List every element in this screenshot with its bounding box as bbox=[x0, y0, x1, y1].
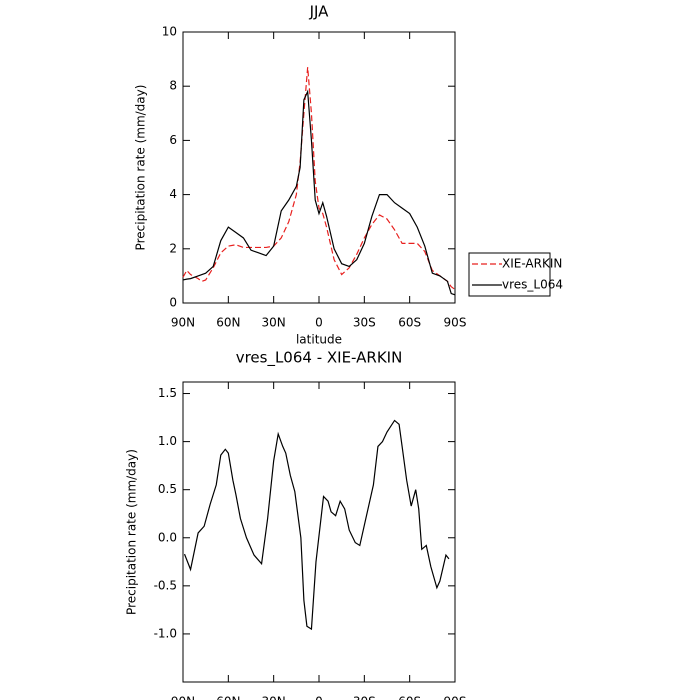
x-tick-label: 90N bbox=[171, 316, 195, 330]
x-tick-label: 30S bbox=[353, 316, 376, 330]
y-tick-label: -0.5 bbox=[154, 578, 177, 592]
y-tick-label: 8 bbox=[169, 79, 177, 93]
x-tick-label: 90N bbox=[171, 695, 195, 700]
x-tick-label: 30N bbox=[262, 316, 286, 330]
legend-label: vres_L064 bbox=[502, 278, 563, 292]
y-tick-label: 10 bbox=[162, 25, 177, 39]
y-tick-label: 1.0 bbox=[158, 434, 177, 448]
x-tick-label: 90S bbox=[444, 695, 467, 700]
x-tick-label: 60N bbox=[216, 316, 240, 330]
y-tick-label: 0 bbox=[169, 296, 177, 310]
x-tick-label: 30S bbox=[353, 695, 376, 700]
x-axis-label: latitude bbox=[296, 333, 342, 347]
plot-frame bbox=[182, 381, 456, 683]
chart-title: vres_L064 - XIE-ARKIN bbox=[236, 349, 403, 368]
y-axis-label: Precipitation rate (mm/day) bbox=[134, 85, 148, 251]
x-tick-label: 30N bbox=[262, 695, 286, 700]
x-tick-label: 90S bbox=[444, 316, 467, 330]
x-tick-label: 0 bbox=[315, 316, 323, 330]
y-tick-label: 0.0 bbox=[158, 530, 177, 544]
y-tick-label: 1.5 bbox=[158, 386, 177, 400]
x-tick-label: 0 bbox=[315, 695, 323, 700]
y-tick-label: -1.0 bbox=[154, 626, 177, 640]
x-tick-label: 60S bbox=[398, 316, 421, 330]
legend-label: XIE-ARKIN bbox=[502, 257, 562, 271]
y-axis-label: Precipitation rate (mm/day) bbox=[125, 449, 139, 615]
plot-frame bbox=[182, 31, 456, 304]
data-line bbox=[183, 419, 450, 631]
legend-box bbox=[468, 252, 551, 297]
y-tick-label: 0.5 bbox=[158, 482, 177, 496]
y-tick-label: 2 bbox=[169, 241, 177, 255]
y-tick-label: 4 bbox=[169, 187, 177, 201]
y-tick-label: 6 bbox=[169, 133, 177, 147]
chart-title: JJA bbox=[309, 3, 330, 21]
data-line bbox=[182, 89, 456, 296]
data-line bbox=[182, 67, 456, 290]
x-tick-label: 60N bbox=[216, 695, 240, 700]
x-tick-label: 60S bbox=[398, 695, 421, 700]
